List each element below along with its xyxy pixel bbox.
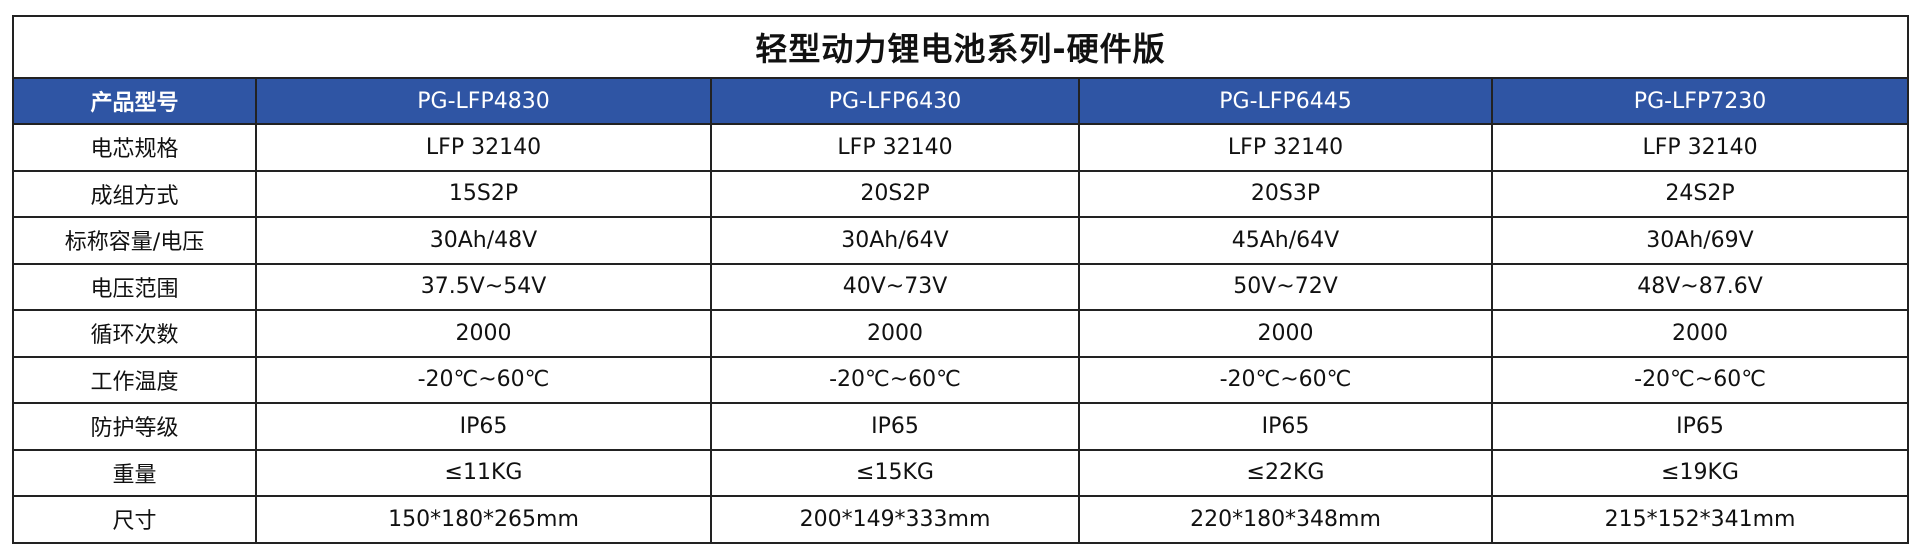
cell-value: 2000 — [1078, 309, 1493, 358]
cell-value: 2000 — [255, 309, 712, 358]
spec-table: 轻型动力锂电池系列-硬件版 产品型号 PG-LFP4830 PG-LFP6430… — [11, 15, 1910, 544]
row-label: 标称容量/电压 — [12, 216, 257, 265]
model-header: PG-LFP7230 — [1490, 77, 1910, 125]
model-header: PG-LFP4830 — [255, 77, 712, 125]
cell-value: 24S2P — [1490, 169, 1910, 218]
model-header: PG-LFP6430 — [710, 77, 1080, 125]
cell-value: ≤19KG — [1490, 448, 1910, 497]
row-label: 工作温度 — [12, 355, 257, 404]
cell-value: ≤22KG — [1078, 448, 1493, 497]
cell-value: 2000 — [1490, 309, 1910, 358]
cell-value: ≤15KG — [710, 448, 1080, 497]
cell-value: 30Ah/48V — [255, 216, 712, 265]
row-label: 电芯规格 — [12, 123, 257, 172]
cell-value: 20S2P — [710, 169, 1080, 218]
cell-value: -20℃~60℃ — [255, 355, 712, 404]
row-label: 尺寸 — [12, 495, 257, 544]
cell-value: ≤11KG — [255, 448, 712, 497]
cell-value: 150*180*265mm — [255, 495, 712, 544]
table-row: 工作温度 -20℃~60℃ -20℃~60℃ -20℃~60℃ -20℃~60℃ — [12, 355, 1910, 404]
table-row: 电压范围 37.5V~54V 40V~73V 50V~72V 48V~87.6V — [12, 262, 1910, 311]
cell-value: 30Ah/64V — [710, 216, 1080, 265]
table-row: 尺寸 150*180*265mm 200*149*333mm 220*180*348m… — [12, 495, 1910, 544]
cell-value: 40V~73V — [710, 262, 1080, 311]
cell-value: IP65 — [255, 402, 712, 451]
cell-value: 45Ah/64V — [1078, 216, 1493, 265]
cell-value: 2000 — [710, 309, 1080, 358]
cell-value: -20℃~60℃ — [1078, 355, 1493, 404]
table-row: 电芯规格 LFP 32140 LFP 32140 LFP 32140 LFP 32140 — [12, 123, 1910, 172]
table-row: 成组方式 15S2P 20S2P 20S3P 24S2P — [12, 169, 1910, 218]
row-label: 防护等级 — [12, 402, 257, 451]
model-header: PG-LFP6445 — [1078, 77, 1493, 125]
cell-value: 30Ah/69V — [1490, 216, 1910, 265]
cell-value: -20℃~60℃ — [710, 355, 1080, 404]
row-label: 成组方式 — [12, 169, 257, 218]
cell-value: 220*180*348mm — [1078, 495, 1493, 544]
cell-value: IP65 — [710, 402, 1080, 451]
cell-value: IP65 — [1490, 402, 1910, 451]
cell-value: 215*152*341mm — [1490, 495, 1910, 544]
cell-value: LFP 32140 — [1078, 123, 1493, 172]
cell-value: 50V~72V — [1078, 262, 1493, 311]
table-title: 轻型动力锂电池系列-硬件版 — [11, 15, 1910, 79]
header-row: 产品型号 PG-LFP4830 PG-LFP6430 PG-LFP6445 PG… — [12, 77, 1910, 125]
header-label: 产品型号 — [12, 77, 257, 125]
cell-value: 200*149*333mm — [710, 495, 1080, 544]
cell-value: -20℃~60℃ — [1490, 355, 1910, 404]
cell-value: IP65 — [1078, 402, 1493, 451]
cell-value: LFP 32140 — [255, 123, 712, 172]
cell-value: 48V~87.6V — [1490, 262, 1910, 311]
cell-value: LFP 32140 — [1490, 123, 1910, 172]
row-label: 电压范围 — [12, 262, 257, 311]
cell-value: LFP 32140 — [710, 123, 1080, 172]
row-label: 循环次数 — [12, 309, 257, 358]
table-row: 重量 ≤11KG ≤15KG ≤22KG ≤19KG — [12, 448, 1910, 497]
table-row: 标称容量/电压 30Ah/48V 30Ah/64V 45Ah/64V 30Ah/69V — [12, 216, 1910, 265]
cell-value: 15S2P — [255, 169, 712, 218]
table-row: 循环次数 2000 2000 2000 2000 — [12, 309, 1910, 358]
table-row: 防护等级 IP65 IP65 IP65 IP65 — [12, 402, 1910, 451]
cell-value: 20S3P — [1078, 169, 1493, 218]
row-label: 重量 — [12, 448, 257, 497]
cell-value: 37.5V~54V — [255, 262, 712, 311]
